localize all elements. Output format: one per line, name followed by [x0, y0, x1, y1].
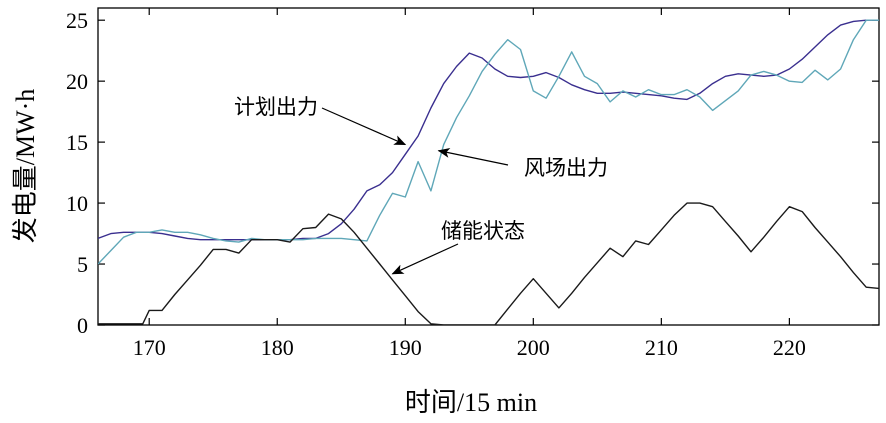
y-tick-label: 10	[66, 191, 88, 216]
series-line-3	[98, 202, 879, 325]
y-tick-label: 15	[66, 130, 88, 155]
annotation-label: 风场出力	[524, 156, 608, 180]
y-tick-label: 25	[66, 8, 88, 33]
annotation-label: 计划出力	[234, 95, 318, 119]
annotation-label: 储能状态	[441, 219, 525, 243]
series-line-2	[98, 19, 879, 265]
x-axis-title: 时间/15 min	[405, 388, 537, 417]
annotation-arrow	[391, 243, 459, 275]
x-tick-label: 180	[261, 335, 294, 360]
x-tick-label: 170	[133, 335, 166, 360]
y-axis-title: 发电量/MW·h	[11, 89, 40, 244]
y-tick-label: 5	[77, 252, 88, 277]
x-tick-label: 220	[773, 335, 806, 360]
x-tick-label: 210	[645, 335, 678, 360]
x-tick-label: 200	[517, 335, 550, 360]
x-tick-label: 190	[389, 335, 422, 360]
series-layer	[98, 19, 879, 325]
annotation-arrow	[321, 107, 407, 146]
axis-ticks: 170 180 190 200 210 220 0 5 10 15 20 25	[66, 8, 879, 360]
plot-area	[97, 7, 880, 326]
y-tick-label: 0	[77, 313, 88, 338]
annotation-arrow	[437, 147, 509, 166]
y-tick-label: 20	[66, 69, 88, 94]
